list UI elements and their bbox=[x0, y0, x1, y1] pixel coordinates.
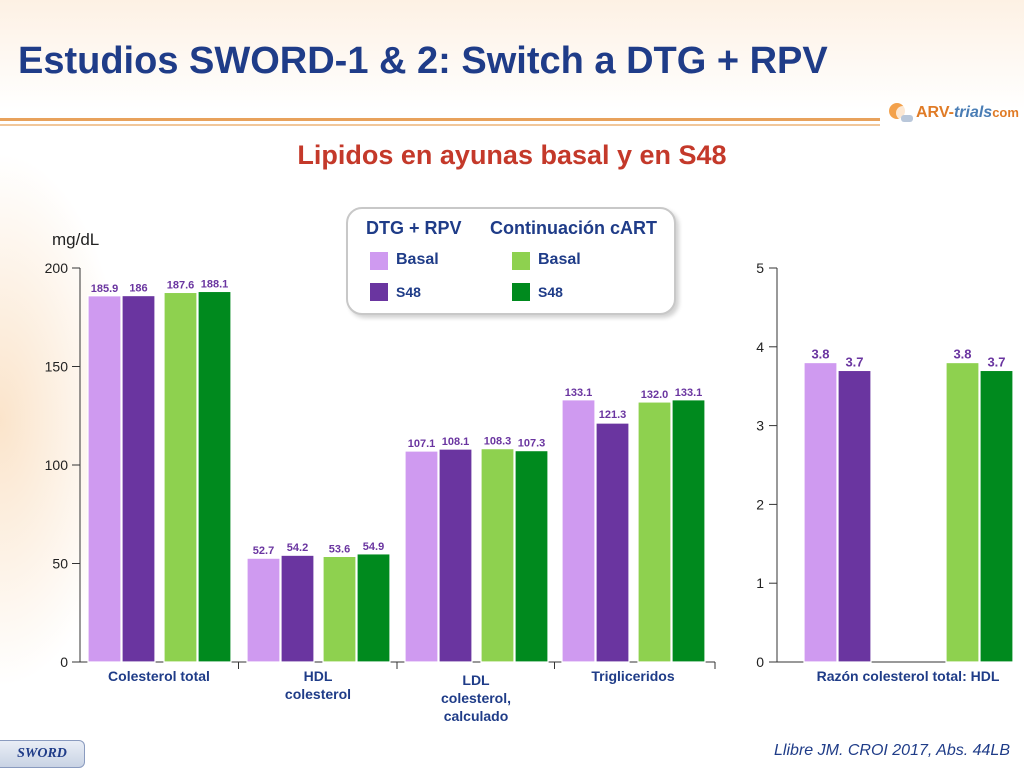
bar-lipid bbox=[322, 555, 357, 663]
data-label: 54.2 bbox=[287, 542, 308, 554]
data-label: 133.1 bbox=[675, 387, 703, 399]
bar-ratio bbox=[803, 361, 838, 663]
bar-lipid bbox=[121, 294, 156, 663]
y-tick-label: 0 bbox=[756, 654, 764, 670]
y-axis-unit-label: mg/dL bbox=[52, 230, 100, 249]
data-label: 186 bbox=[129, 283, 147, 295]
category-label: HDL bbox=[304, 668, 333, 684]
chart-subtitle: Lipidos en ayunas basal y en S48 bbox=[297, 140, 727, 170]
y-tick-label: 100 bbox=[45, 457, 69, 473]
logo-mark-icon bbox=[888, 101, 914, 125]
data-label: 107.3 bbox=[518, 438, 546, 450]
bar-lipid bbox=[480, 448, 515, 663]
slide-title: Estudios SWORD-1 & 2: Switch a DTG + RPV bbox=[18, 40, 828, 82]
bar-lipid bbox=[637, 401, 672, 663]
bar-lipid bbox=[514, 450, 549, 663]
y-tick-label: 3 bbox=[756, 418, 764, 434]
data-label: 3.7 bbox=[845, 354, 863, 369]
category-label: Razón colesterol total: HDL bbox=[817, 668, 1000, 684]
data-label: 185.9 bbox=[91, 283, 119, 295]
bar-lipid bbox=[197, 290, 232, 663]
category-label: LDL bbox=[462, 672, 490, 688]
data-label: 121.3 bbox=[599, 409, 627, 421]
bar-lipid bbox=[561, 399, 596, 663]
category-label: Trigliceridos bbox=[591, 668, 674, 684]
bar-lipid bbox=[87, 295, 122, 663]
bar-lipid bbox=[438, 448, 473, 663]
legend-label-cart-basal: Basal bbox=[538, 251, 581, 268]
title-underline-secondary bbox=[0, 124, 880, 126]
legend-swatch-dtg-basal bbox=[370, 252, 388, 270]
legend-label-dtg-s48: S48 bbox=[396, 284, 421, 300]
y-tick-label: 4 bbox=[756, 339, 764, 355]
data-label: 3.7 bbox=[987, 354, 1005, 369]
legend-swatch-cart-s48 bbox=[512, 283, 530, 301]
arv-trials-logo: ARV-trialscom bbox=[888, 98, 1019, 128]
chart-legend: DTG + RPV Continuación cART Basal S48 Ba… bbox=[346, 207, 676, 315]
y-tick-label: 5 bbox=[756, 260, 764, 276]
data-label: 188.1 bbox=[201, 278, 229, 290]
category-label: Colesterol total bbox=[108, 668, 210, 684]
data-label: 53.6 bbox=[329, 543, 350, 555]
bar-lipid bbox=[404, 450, 439, 663]
data-label: 108.1 bbox=[442, 436, 470, 448]
bar-lipid bbox=[356, 553, 391, 663]
bar-lipid bbox=[671, 399, 706, 663]
data-label: 3.8 bbox=[811, 347, 829, 362]
legend-label-cart-s48: S48 bbox=[538, 284, 563, 300]
legend-group-dtg-title: DTG + RPV bbox=[366, 218, 462, 238]
y-tick-label: 0 bbox=[60, 654, 68, 670]
title-underline bbox=[0, 118, 880, 121]
bar-lipid bbox=[246, 557, 281, 663]
bar-lipid bbox=[280, 554, 315, 663]
bar-ratio bbox=[945, 361, 980, 663]
data-label: 54.9 bbox=[363, 541, 384, 553]
category-label: colesterol, bbox=[441, 690, 511, 706]
y-tick-label: 50 bbox=[52, 556, 68, 572]
data-label: 107.1 bbox=[408, 438, 436, 450]
data-label: 133.1 bbox=[565, 387, 593, 399]
legend-group-cart-title: Continuación cART bbox=[490, 218, 657, 238]
legend-label-dtg-basal: Basal bbox=[396, 251, 439, 268]
legend-swatch-cart-basal bbox=[512, 252, 530, 270]
bar-ratio bbox=[979, 369, 1014, 663]
data-label: 187.6 bbox=[167, 279, 195, 291]
category-label: calculado bbox=[444, 708, 509, 724]
legend-swatch-dtg-s48 bbox=[370, 283, 388, 301]
category-label: colesterol bbox=[285, 686, 351, 702]
y-tick-label: 1 bbox=[756, 575, 764, 591]
data-label: 52.7 bbox=[253, 545, 274, 557]
citation: Llibre JM. CROI 2017, Abs. 44LB bbox=[774, 742, 1010, 759]
study-badge: SWORD bbox=[0, 740, 85, 768]
data-label: 108.3 bbox=[484, 436, 512, 448]
bar-lipid bbox=[595, 422, 630, 663]
y-tick-label: 150 bbox=[45, 359, 69, 375]
y-tick-label: 200 bbox=[45, 260, 69, 276]
bar-lipid bbox=[163, 291, 198, 663]
data-label: 132.0 bbox=[641, 389, 669, 401]
data-label: 3.8 bbox=[953, 347, 971, 362]
y-tick-label: 2 bbox=[756, 496, 764, 512]
logo-text: ARV-trialscom bbox=[916, 104, 1019, 121]
bar-ratio bbox=[837, 369, 872, 663]
